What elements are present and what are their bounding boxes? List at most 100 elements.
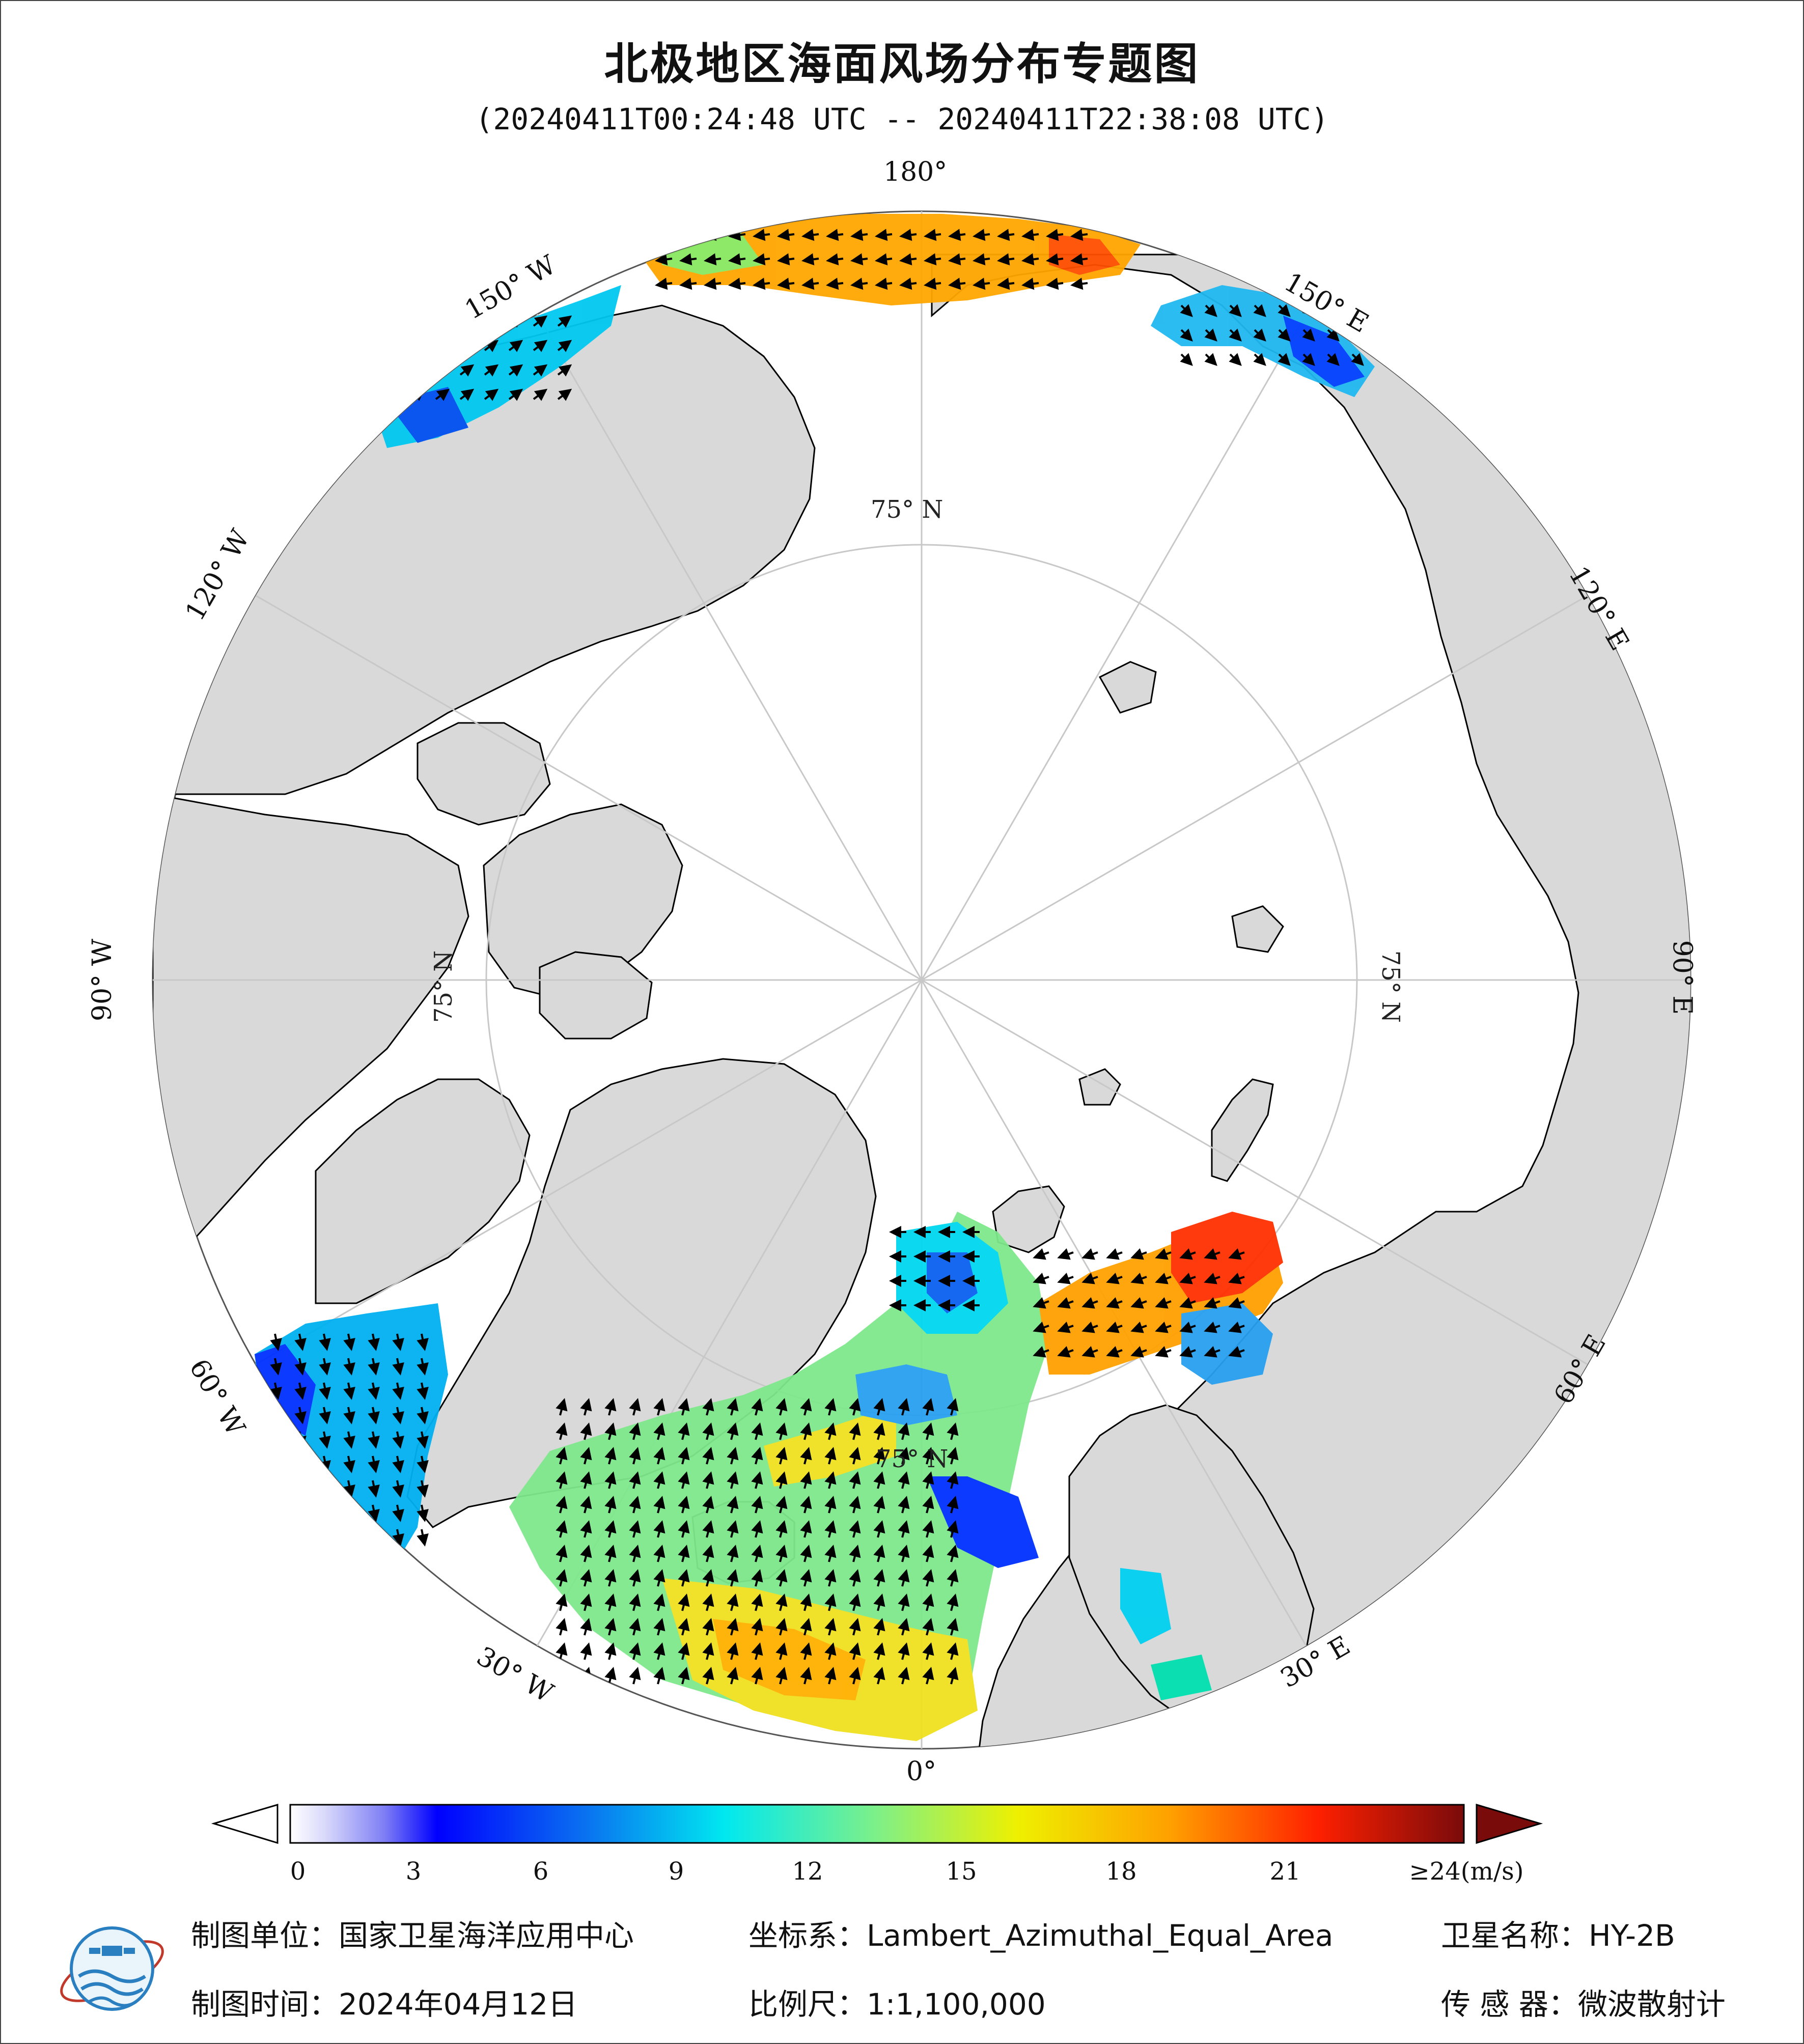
wind-arrow	[604, 1422, 617, 1440]
wind-arrow	[629, 1593, 641, 1611]
wind-arrow	[1046, 277, 1064, 290]
wind-arrow	[826, 229, 844, 241]
wind-arrow	[753, 253, 770, 266]
wind-arrow	[1204, 328, 1217, 342]
wind-arrow	[604, 1398, 617, 1416]
wind-arrow	[873, 1642, 885, 1660]
colorbar-unit: ≥24(m/s)	[1409, 1857, 1524, 1886]
wind-arrow	[270, 1455, 282, 1473]
wind-arrow	[653, 1569, 665, 1587]
wind-arrow	[629, 1545, 641, 1562]
wind-arrow	[580, 1447, 592, 1465]
wind-arrow	[1179, 1321, 1196, 1333]
wind-arrow	[849, 1471, 861, 1489]
wind-arrow	[604, 1642, 617, 1660]
wind-arrow	[849, 1496, 861, 1514]
wind-arrow	[270, 1529, 282, 1547]
wind-arrow	[653, 1545, 665, 1562]
wind-arrow	[899, 229, 917, 241]
wind-arrow	[727, 1471, 739, 1489]
wind-arrow	[653, 1422, 665, 1440]
wind-arrow	[800, 1496, 812, 1514]
wind-arrow	[728, 277, 746, 290]
wind-arrow	[580, 1618, 592, 1636]
wind-arrow	[417, 1333, 429, 1351]
wind-arrow	[580, 1520, 592, 1538]
wind-arrow	[849, 1569, 861, 1587]
wind-arrow	[922, 1447, 934, 1465]
wind-arrow	[800, 1569, 812, 1587]
wind-arrow	[1278, 328, 1291, 342]
wind-arrow	[922, 1496, 934, 1514]
wind-arrow	[947, 1520, 959, 1538]
wind-arrow	[775, 1642, 788, 1660]
colorbar-tick: 18	[1105, 1857, 1137, 1886]
wind-arrow	[1070, 229, 1088, 241]
wind-arrow	[294, 1529, 307, 1547]
wind-arrow	[435, 315, 450, 328]
wind-arrow	[775, 1667, 788, 1685]
wind-arrow	[1033, 1248, 1049, 1260]
wind-arrow	[294, 1382, 307, 1400]
wind-arrow	[947, 1642, 959, 1660]
wind-arrow	[898, 1447, 910, 1465]
wind-arrow	[702, 1471, 714, 1489]
wind-arrow	[392, 1407, 404, 1424]
wind-arrow	[678, 1422, 690, 1440]
wind-arrow	[826, 277, 844, 290]
wind-arrow	[629, 1642, 641, 1660]
wind-arrow	[898, 1667, 910, 1685]
wind-arrow	[1081, 1321, 1098, 1333]
footer-date: 制图时间：2024年04月12日	[191, 1987, 578, 2022]
wind-arrow	[775, 1618, 788, 1636]
land-devon	[539, 951, 653, 1040]
wind-arrow	[947, 1545, 959, 1562]
wind-arrow	[849, 1520, 861, 1538]
wind-arrow	[824, 1422, 837, 1440]
wind-arrow	[702, 1642, 714, 1660]
wind-arrow	[1130, 1346, 1147, 1358]
wind-arrow	[751, 1422, 763, 1440]
wind-arrow	[1106, 1297, 1123, 1309]
map-title: 北极地区海面风场分布专题图	[604, 39, 1200, 90]
wind-arrow	[973, 253, 990, 266]
wind-arrow	[368, 1431, 380, 1449]
wind-arrow	[557, 315, 572, 328]
wind-arrow	[653, 1618, 665, 1636]
wind-arrow	[727, 1642, 739, 1660]
wind-arrow	[751, 1447, 763, 1465]
wind-arrow	[678, 1398, 690, 1416]
wind-arrow	[702, 1496, 714, 1514]
wind-arrow	[1302, 353, 1315, 366]
wind-arrow	[604, 1496, 617, 1514]
wind-arrow	[947, 1569, 959, 1587]
wind-arrow	[1057, 1248, 1074, 1260]
wind-arrow	[800, 1520, 812, 1538]
wind-arrow	[270, 1431, 282, 1449]
wind-arrow	[580, 1422, 592, 1440]
wind-arrow	[678, 1520, 690, 1538]
land-new-siberian	[1231, 905, 1284, 953]
wind-arrow	[899, 277, 917, 290]
wind-arrow	[948, 229, 966, 241]
wind-arrow	[533, 364, 548, 377]
wind-arrow	[386, 315, 401, 328]
wind-arrow	[459, 364, 475, 377]
wind-arrow	[704, 277, 721, 290]
wind-arrow	[751, 1398, 763, 1416]
wind-arrow	[1155, 1297, 1172, 1309]
wind-arrow	[368, 1407, 380, 1424]
wind-arrow	[1021, 277, 1039, 290]
wind-arrow	[922, 1545, 934, 1562]
wind-arrow	[702, 1520, 714, 1538]
wind-arrow	[580, 1569, 592, 1587]
wind-arrow	[873, 1667, 885, 1685]
wind-arrow	[343, 1504, 355, 1522]
wind-arrow	[319, 1382, 331, 1400]
wind-arrow	[727, 1545, 739, 1562]
wind-arrow	[1180, 353, 1193, 366]
wind-arrow	[556, 1471, 568, 1489]
wind-arrow	[849, 1398, 861, 1416]
wind-arrow	[875, 277, 893, 290]
